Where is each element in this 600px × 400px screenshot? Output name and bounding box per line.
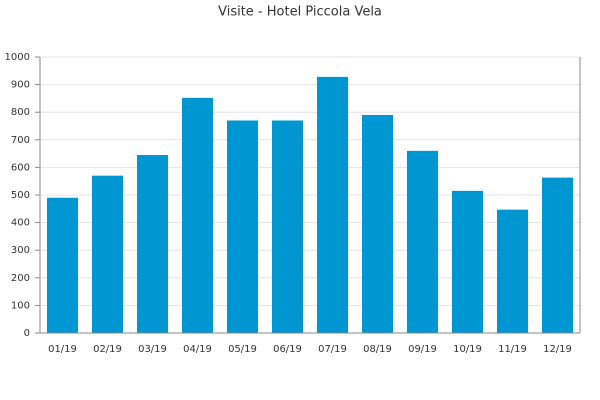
bar bbox=[226, 120, 259, 333]
bar bbox=[496, 209, 529, 333]
y-tick-label: 400 bbox=[11, 218, 30, 229]
y-tick-label: 100 bbox=[11, 300, 30, 311]
x-tick-label: 12/19 bbox=[543, 344, 572, 355]
bar bbox=[406, 150, 439, 333]
y-tick-label: 1000 bbox=[5, 52, 30, 63]
bar bbox=[361, 114, 394, 334]
bar bbox=[91, 175, 124, 333]
y-tick-label: 800 bbox=[11, 107, 30, 118]
y-tick-label: 900 bbox=[11, 80, 30, 91]
x-tick-label: 09/19 bbox=[408, 344, 437, 355]
bar bbox=[46, 197, 79, 333]
bar bbox=[271, 120, 304, 333]
x-tick-label: 03/19 bbox=[138, 344, 167, 355]
y-tick-label: 500 bbox=[11, 190, 30, 201]
bar bbox=[541, 177, 574, 333]
x-tick-label: 08/19 bbox=[363, 344, 392, 355]
y-tick-label: 0 bbox=[24, 328, 30, 339]
x-tick-label: 10/19 bbox=[453, 344, 482, 355]
bar bbox=[451, 190, 484, 333]
chart-title: Visite - Hotel Piccola Vela bbox=[218, 5, 382, 20]
x-tick-label: 06/19 bbox=[273, 344, 302, 355]
bar bbox=[316, 76, 349, 333]
x-tick-label: 04/19 bbox=[183, 344, 212, 355]
y-tick-label: 300 bbox=[11, 245, 30, 256]
x-tick-label: 05/19 bbox=[228, 344, 257, 355]
y-tick-label: 200 bbox=[11, 273, 30, 284]
y-tick-label: 700 bbox=[11, 135, 30, 146]
bar bbox=[181, 97, 214, 334]
y-tick-label: 600 bbox=[11, 162, 30, 173]
x-tick-label: 07/19 bbox=[318, 344, 347, 355]
x-tick-label: 01/19 bbox=[48, 344, 77, 355]
x-tick-label: 11/19 bbox=[498, 344, 527, 355]
x-tick-label: 02/19 bbox=[93, 344, 122, 355]
bar bbox=[136, 154, 169, 333]
